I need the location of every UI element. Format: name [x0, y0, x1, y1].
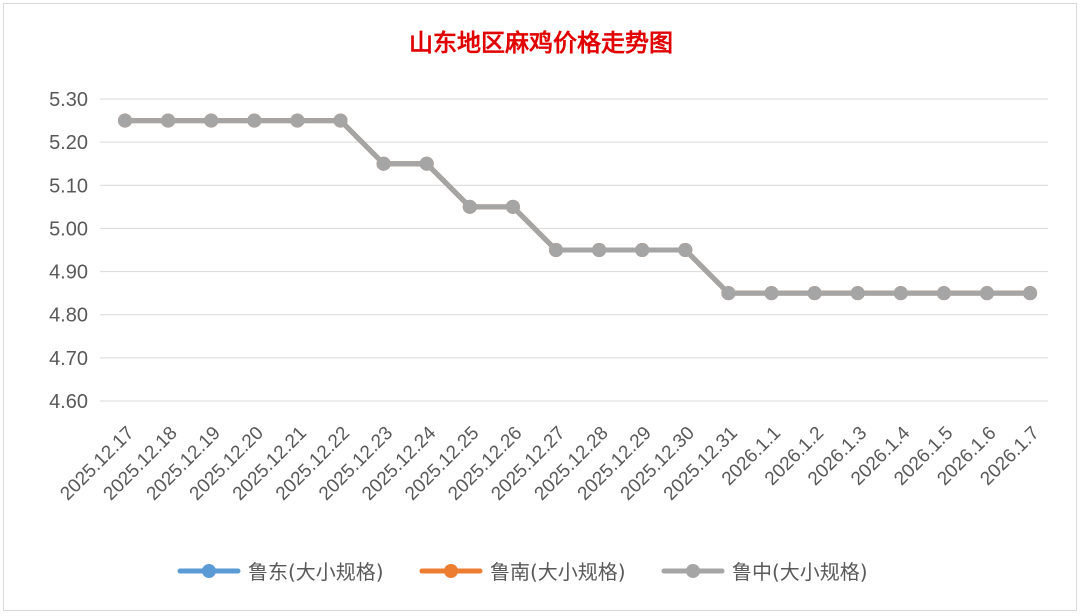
legend-label: 鲁东(大小规格) — [248, 560, 384, 584]
data-point — [118, 113, 132, 128]
data-point — [980, 286, 994, 301]
legend-marker — [444, 564, 458, 578]
data-point — [635, 243, 650, 257]
data-point — [462, 199, 477, 214]
data-point — [850, 286, 865, 301]
gridlines — [100, 98, 1048, 402]
chart-title: 山东地区麻鸡价格走势图 — [409, 28, 673, 57]
data-point — [893, 286, 908, 301]
data-point — [247, 113, 262, 128]
legend-item-1: 鲁东(大小规格) — [177, 560, 384, 584]
legend-marker — [686, 564, 700, 578]
series-2 — [118, 113, 1038, 301]
series-line — [122, 118, 1033, 296]
series-3 — [118, 113, 1038, 301]
data-point — [721, 286, 736, 301]
legend-item-3: 鲁中(大小规格) — [661, 560, 868, 584]
y-tick-label: 4.80 — [49, 305, 88, 327]
data-point — [1023, 286, 1038, 301]
y-axis: 4.60 4.70 4.80 4.90 5.00 5.10 5.20 5.30 — [49, 89, 88, 413]
y-tick-label: 4.70 — [49, 348, 88, 370]
series-line — [122, 118, 1033, 296]
data-point — [161, 113, 176, 128]
y-tick-label: 4.90 — [49, 262, 88, 284]
series-layer — [118, 113, 1038, 301]
data-point — [678, 243, 693, 257]
data-point — [204, 113, 219, 128]
y-tick-label: 5.30 — [49, 89, 88, 111]
data-point — [936, 286, 951, 301]
legend-marker — [202, 564, 216, 578]
series-line — [122, 118, 1033, 296]
legend-item-2: 鲁南(大小规格) — [419, 560, 626, 584]
data-point — [764, 286, 779, 301]
data-point — [549, 243, 563, 257]
y-tick-label: 5.00 — [49, 218, 88, 240]
legend-label: 鲁中(大小规格) — [732, 560, 868, 584]
data-point — [290, 113, 305, 128]
data-point — [376, 156, 391, 171]
y-tick-label: 4.60 — [49, 391, 88, 413]
data-point — [505, 199, 520, 214]
legend-label: 鲁南(大小规格) — [490, 560, 626, 584]
legend: 鲁东(大小规格) 鲁南(大小规格) 鲁中(大小规格) — [177, 560, 868, 584]
series-1 — [118, 113, 1038, 301]
y-tick-label: 5.10 — [49, 175, 88, 197]
data-point — [807, 286, 822, 301]
y-tick-label: 5.20 — [49, 132, 88, 154]
x-axis: 2025.12.172025.12.182025.12.192025.12.20… — [56, 422, 1043, 504]
data-point — [419, 156, 434, 171]
data-point — [333, 113, 348, 128]
chart-frame — [3, 3, 1077, 611]
data-point — [592, 243, 607, 257]
